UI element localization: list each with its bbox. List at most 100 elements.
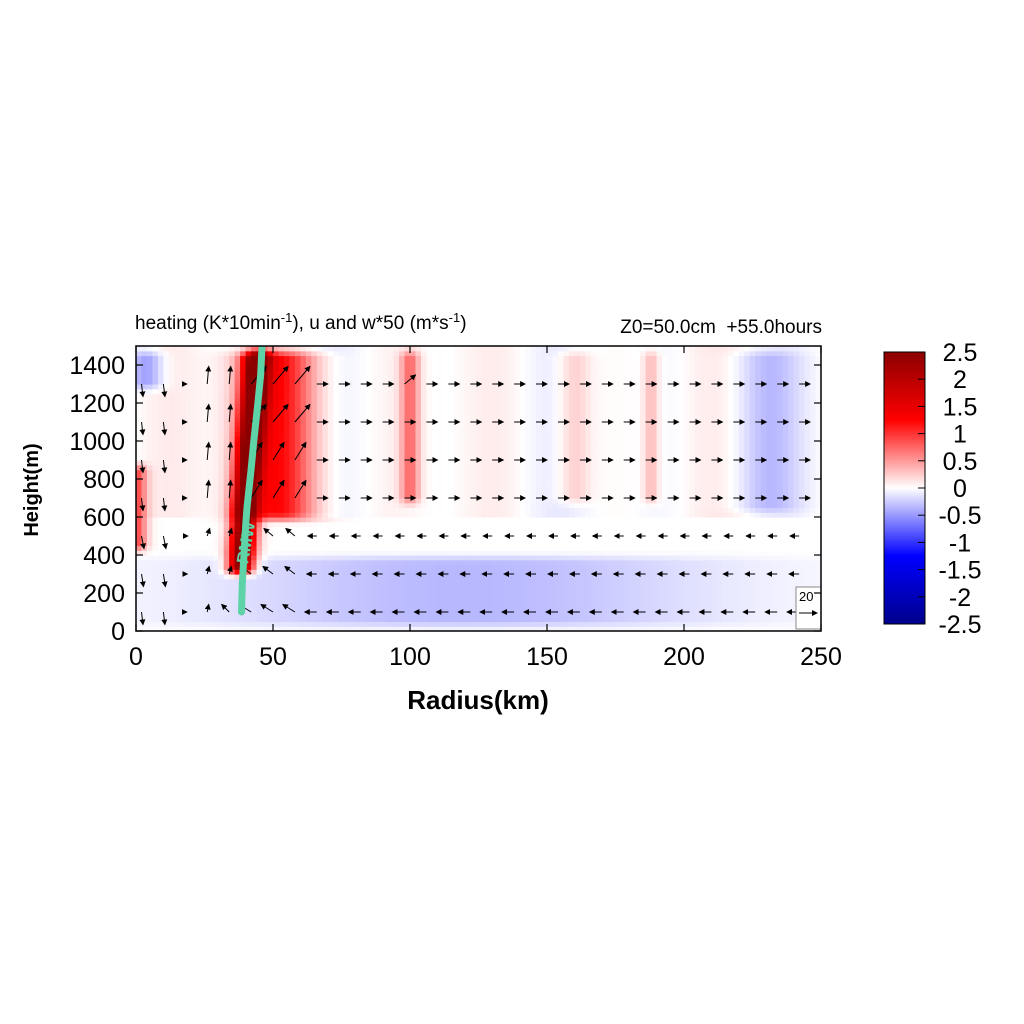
heatmap-cell [442,412,449,418]
heatmap-cell [437,540,444,547]
heatmap-cell [481,445,488,452]
heatmap-cell [360,426,367,433]
heatmap-cell [563,355,570,361]
heatmap-cell [152,469,159,475]
heatmap-cell [431,488,438,494]
heatmap-cell [278,559,285,566]
heatmap-cell [541,436,548,442]
heatmap-cell [552,393,559,399]
heatmap-cell [579,626,586,631]
heatmap-cell [399,445,406,452]
heatmap-cell [399,412,406,418]
heatmap-cell [552,626,559,631]
heatmap-cell [563,422,570,428]
heatmap-cell [574,545,581,551]
heatmap-cell [579,517,586,523]
heatmap-cell [541,512,548,518]
heatmap-cell [355,393,362,399]
heatmap-cell [497,498,504,504]
heatmap-cell [470,469,477,475]
heatmap-cell [256,460,263,466]
heatmap-cell [382,597,389,604]
heatmap-cell [338,502,345,509]
heatmap-cell [262,422,269,428]
heatmap-cell [294,597,301,604]
heatmap-cell [519,384,526,390]
heatmap-cell [196,369,203,376]
heatmap-cell [557,512,565,518]
heatmap-cell [497,526,504,532]
heatmap-cell [168,360,175,366]
heatmap-cell [437,398,444,404]
heatmap-cell [289,512,296,518]
heatmap-cell [557,393,565,399]
heatmap-cell [557,602,565,608]
heatmap-cell [196,550,203,556]
heatmap-cell [525,431,532,437]
heatmap-cell [245,355,252,361]
heatmap-cell [152,450,159,456]
heatmap-cell [262,426,269,433]
heatmap-cell [431,346,438,352]
heatmap-cell [185,455,192,461]
heatmap-cell [382,350,389,357]
heatmap-cell [530,583,537,589]
heatmap-cell [349,550,356,556]
heatmap-cell [283,531,291,537]
heatmap-cell [157,436,164,442]
heatmap-cell [415,379,422,385]
heatmap-cell [453,564,460,570]
heatmap-cell [168,384,175,390]
heatmap-cell [146,384,154,390]
heatmap-cell [371,417,378,423]
heatmap-cell [552,540,559,547]
heatmap-cell [426,597,433,604]
heatmap-cell [190,369,197,376]
heatmap-cell [355,488,362,494]
heatmap-cell [399,460,406,466]
heatmap-cell [410,564,417,570]
heatmap-cell [136,583,143,589]
heatmap-cell [174,393,181,399]
heatmap-cell [486,398,493,404]
heatmap-cell [574,607,581,613]
heatmap-cell [273,422,280,428]
heatmap-cell [579,441,586,447]
heatmap-cell [136,407,143,414]
heatmap-cell [163,460,170,466]
heatmap-cell [322,526,329,532]
heatmap-cell [360,393,367,399]
heatmap-cell [431,355,438,361]
heatmap-cell [223,474,230,480]
heatmap-cell [256,607,263,613]
heatmap-cell [146,559,154,566]
heatmap-cell [503,588,510,594]
heatmap-cell [316,626,323,631]
heatmap-cell [333,569,340,575]
heatmap-cell [300,488,307,494]
heatmap-cell [585,536,592,542]
heatmap-cell [366,374,373,380]
heatmap-cell [530,540,537,547]
heatmap-cell [431,479,438,485]
heatmap-cell [168,517,175,523]
heatmap-cell [267,384,274,390]
heatmap-cell [278,626,285,631]
heatmap-cell [442,526,449,532]
heatmap-cell [574,426,581,433]
heatmap-cell [273,479,280,485]
heatmap-cell [519,545,526,551]
heatmap-cell [283,569,291,575]
heatmap-cell [251,512,258,518]
heatmap-cell [322,602,329,608]
heatmap-cell [470,445,477,452]
heatmap-cell [377,445,384,452]
heatmap-cell [179,388,186,395]
heatmap-cell [294,369,301,376]
heatmap-cell [278,564,285,570]
heatmap-cell [157,365,164,371]
heatmap-cell [382,398,389,404]
heatmap-cell [300,384,307,390]
heatmap-cell [163,531,170,537]
heatmap-cell [574,360,581,366]
